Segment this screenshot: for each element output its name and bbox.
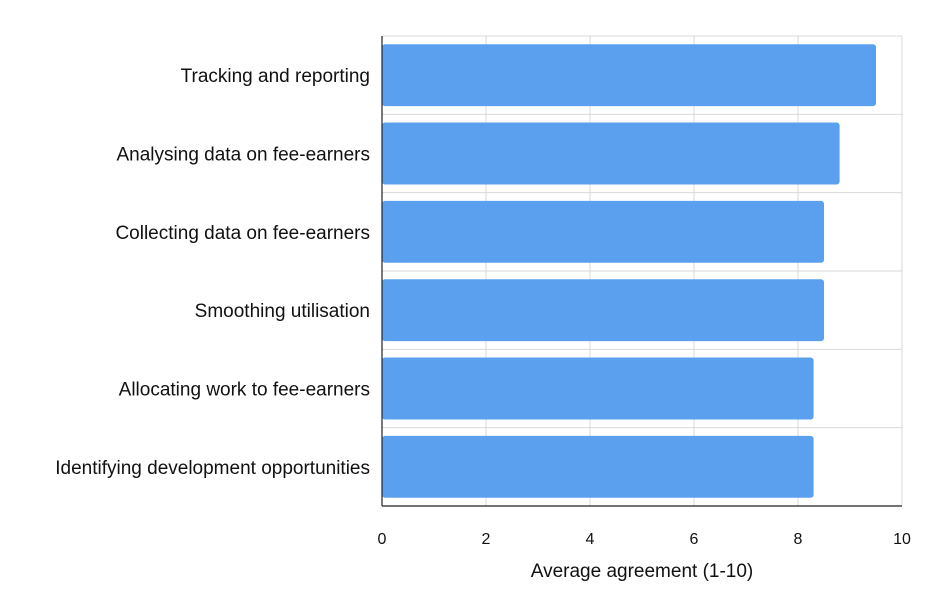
x-tick-label: 6 — [690, 531, 699, 548]
x-tick-labels: 0 2 4 6 8 10 — [378, 531, 911, 548]
category-label: Analysing data on fee-earners — [117, 145, 371, 166]
category-label: Identifying development opportunities — [55, 458, 370, 479]
bar — [382, 200, 824, 263]
category-label: Allocating work to fee-earners — [119, 380, 370, 401]
bar — [382, 122, 840, 185]
x-tick-label: 8 — [794, 531, 803, 548]
gridlines — [382, 35, 903, 507]
axes — [381, 36, 902, 507]
x-tick-label: 4 — [586, 531, 595, 548]
bar — [382, 435, 814, 498]
x-tick-label: 2 — [482, 531, 491, 548]
bar — [382, 44, 876, 107]
bar — [382, 279, 824, 342]
category-label: Tracking and reporting — [181, 66, 370, 87]
x-tick-label: 0 — [378, 531, 387, 548]
x-tick-label: 10 — [893, 531, 911, 548]
bars — [382, 44, 876, 498]
category-label: Smoothing utilisation — [195, 301, 370, 322]
x-axis-title: Average agreement (1-10) — [531, 561, 754, 582]
category-label: Collecting data on fee-earners — [115, 223, 370, 244]
category-labels: Tracking and reporting Analysing data on … — [55, 66, 370, 479]
bar — [382, 357, 814, 420]
